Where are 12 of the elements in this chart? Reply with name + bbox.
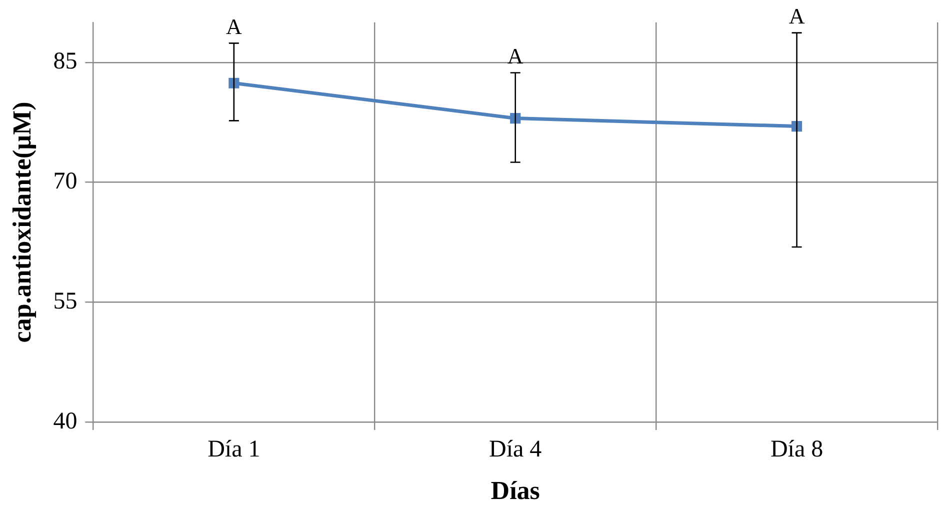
- x-tick-label: Día 8: [770, 436, 824, 463]
- y-tick-label: 70: [53, 168, 78, 195]
- y-tick-label: 85: [53, 48, 78, 75]
- x-tick-label: Día 1: [208, 436, 260, 463]
- annotation: A: [788, 4, 805, 29]
- y-tick-label: 40: [53, 408, 78, 434]
- annotation: A: [226, 14, 242, 39]
- y-axis-title: cap.antioxidante(µM): [7, 102, 36, 343]
- annotation: A: [507, 44, 524, 69]
- x-axis-title: Días: [490, 476, 540, 506]
- x-tick-label: Día 4: [489, 436, 542, 463]
- y-tick-label: 55: [53, 288, 78, 314]
